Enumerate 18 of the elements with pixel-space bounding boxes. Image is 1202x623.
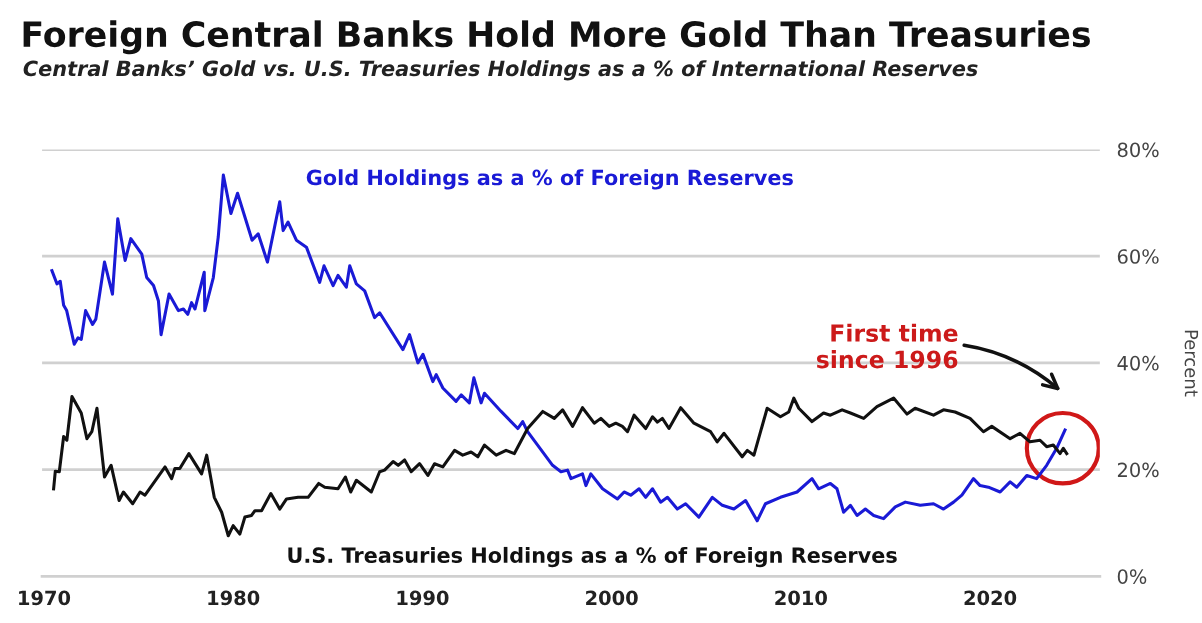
y-tick-label: 60% [1117,249,1159,264]
chart-subtitle: Central Banks’ Gold vs. U.S. Treasuries Holdings as a % of International Reserves [23,60,978,81]
x-tick-label: 2010 [775,590,827,606]
y-axis-title: Percent [1184,330,1199,397]
line-series [52,394,1069,538]
x-tick-label: 2000 [586,590,638,606]
y-tick-label: 0% [1117,569,1147,584]
y-tick-label: 40% [1117,355,1159,371]
y-tick-label: 20% [1117,462,1159,478]
x-tick-label: 1980 [208,590,260,606]
y-tick-label: 80% [1117,142,1159,158]
x-tick-label: 1990 [397,590,449,606]
annotation: First time since 1996 [816,323,958,369]
series-label: Gold Holdings as a % of Foreign Reserves [306,169,793,190]
series-label: U.S. Treasuries Holdings as a % of Foreign Reserves [288,546,897,568]
x-tick-label: 2020 [964,590,1017,606]
chart-title: Foreign Central Banks Hold More Gold Than Treasuries [23,20,1090,55]
x-tick-label: 1970 [19,590,71,606]
